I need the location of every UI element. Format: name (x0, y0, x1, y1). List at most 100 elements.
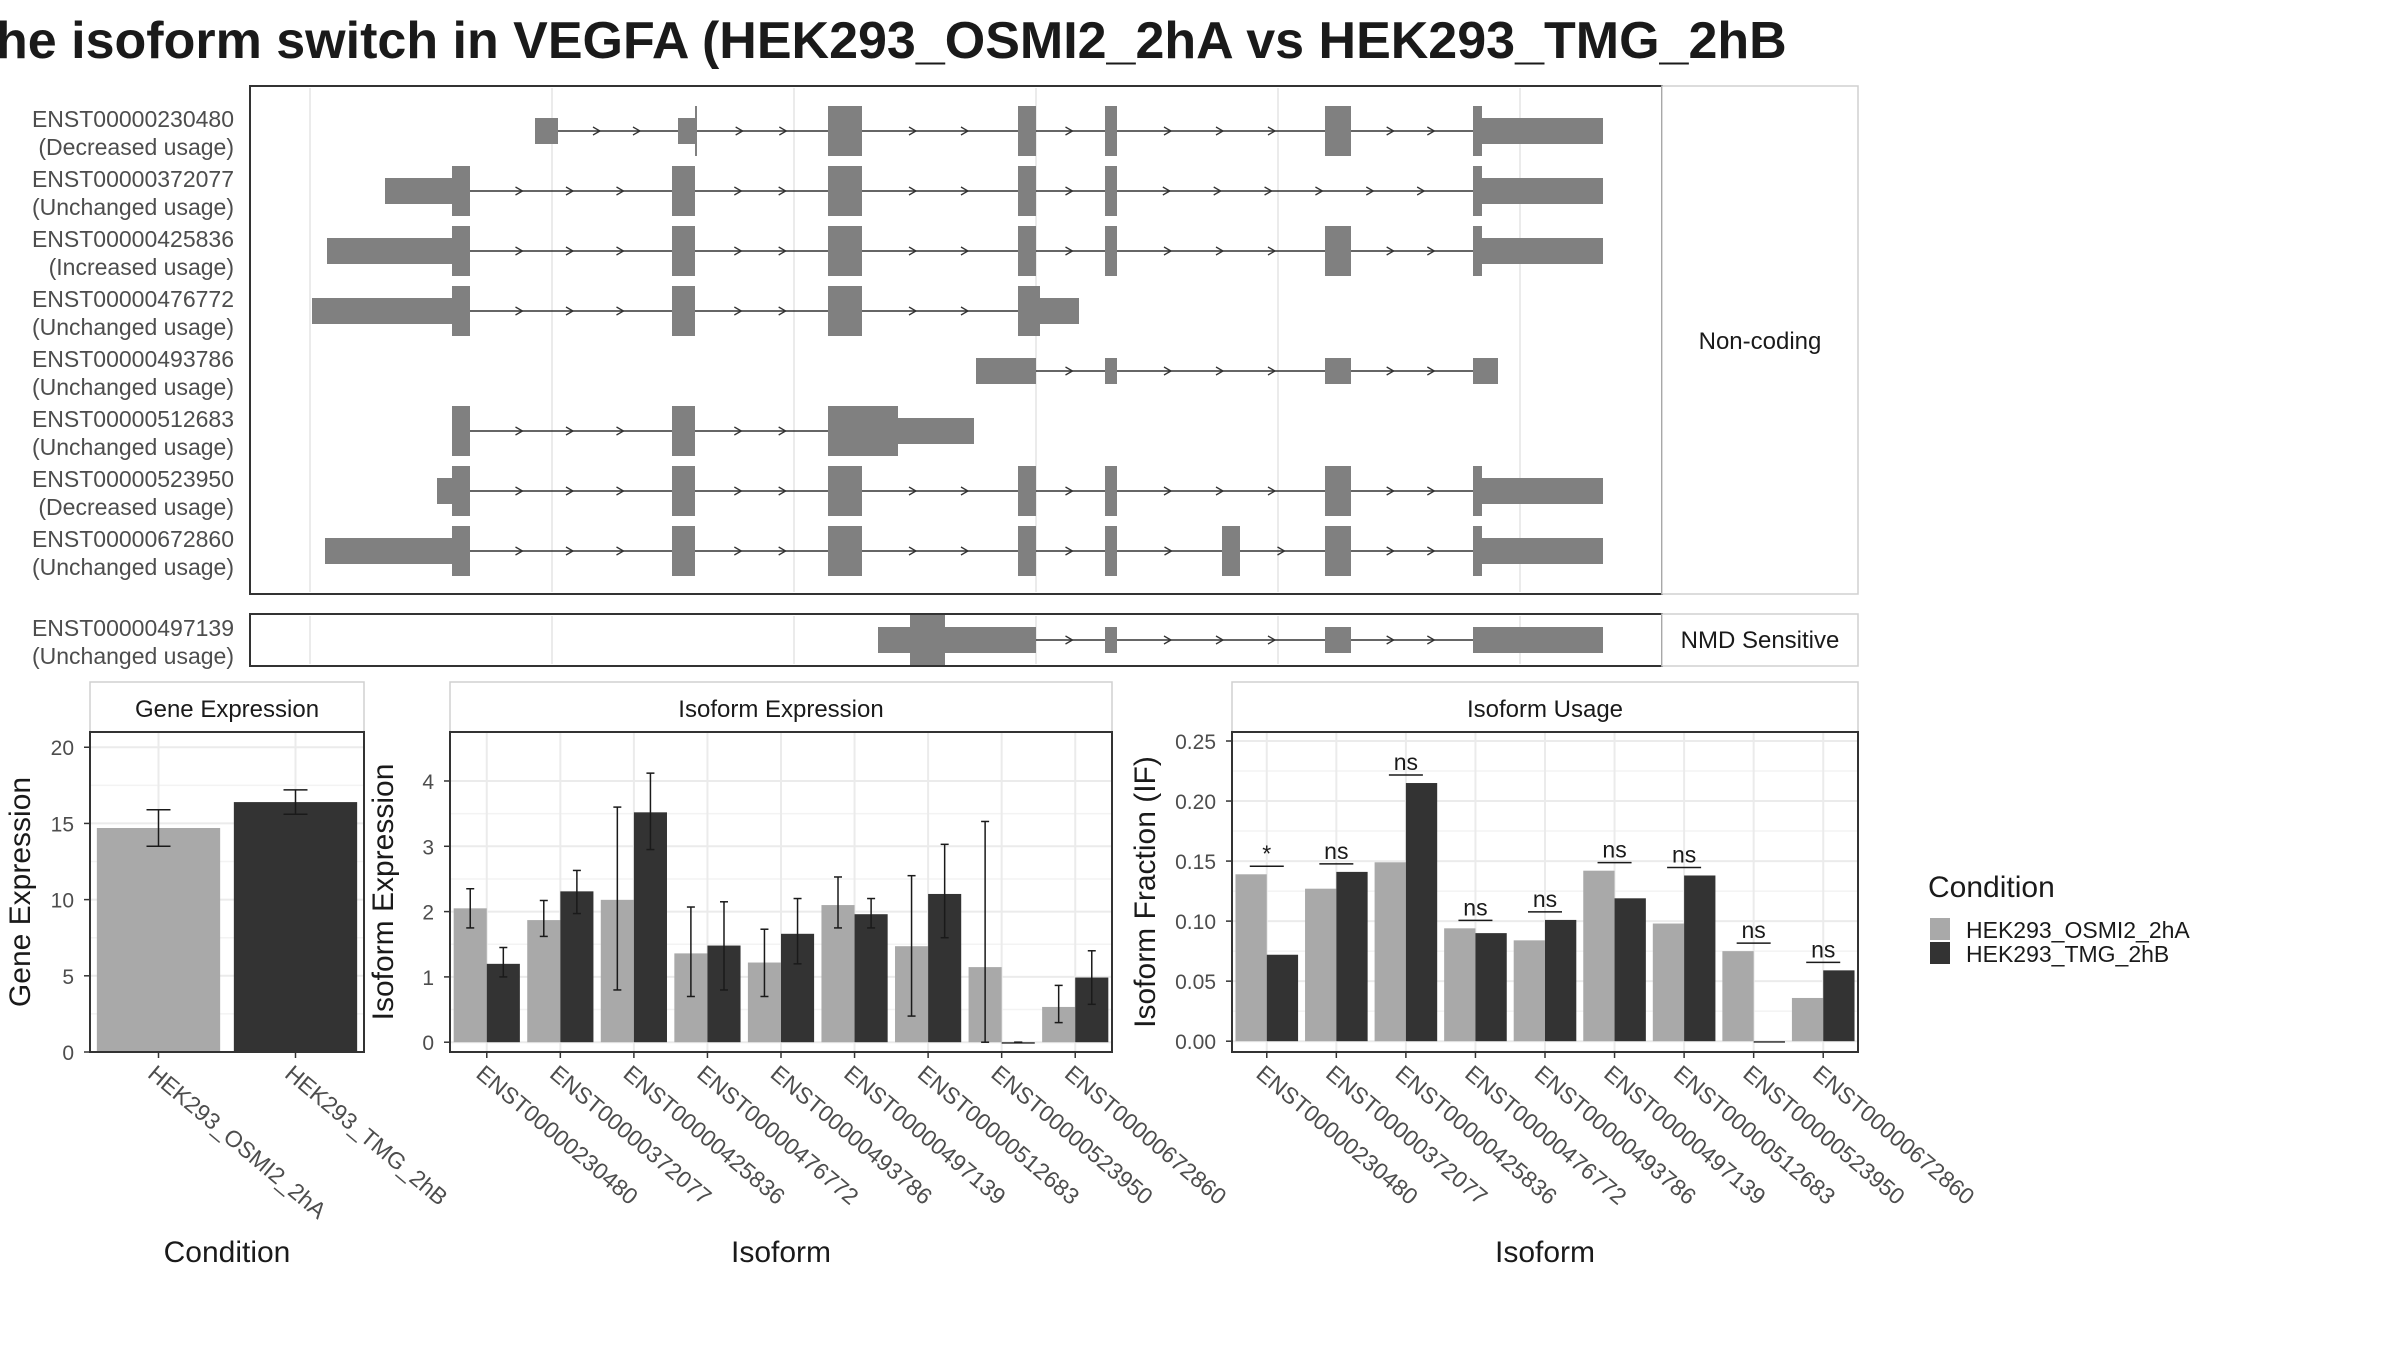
intron-arrow (1215, 486, 1225, 496)
intron-arrow (1163, 366, 1173, 376)
exon-block (1473, 106, 1482, 156)
exon-block (1105, 106, 1117, 156)
significance-label: ns (1672, 841, 1696, 867)
intron-arrow (1386, 246, 1395, 256)
intron-arrow (1163, 126, 1173, 136)
intron-arrow (1215, 246, 1225, 256)
y-tick-label: 10 (51, 890, 74, 913)
exon-block (1482, 478, 1603, 504)
intron-arrow (779, 126, 788, 136)
significance-label: ns (1602, 837, 1626, 863)
exon-block (1325, 466, 1351, 516)
intron-arrow (616, 246, 625, 256)
exon-block (828, 526, 862, 576)
bar (1374, 862, 1406, 1042)
transcript-labels: ENST00000230480(Decreased usage)ENST0000… (32, 106, 234, 669)
significance-label: ns (1533, 886, 1557, 912)
bar (1235, 874, 1267, 1042)
intron-arrow (515, 486, 524, 496)
gene-expression-y-title: Gene Expression (4, 777, 37, 1007)
exon-block (437, 478, 452, 504)
exon-block (452, 466, 470, 516)
intron-arrow (565, 246, 575, 256)
legend-label-osmi2: HEK293_OSMI2_2hA (1966, 917, 2190, 943)
intron-arrow (1065, 635, 1074, 645)
y-tick-label: 20 (51, 737, 74, 760)
exon-block (1105, 627, 1117, 653)
isoform-expression-y-title: Isoform Expression (367, 764, 400, 1021)
exon-block (945, 627, 1036, 653)
exon-block (828, 466, 862, 516)
facet-label-non-coding: Non-coding (1699, 328, 1822, 355)
exon-block (672, 466, 695, 516)
bar (527, 920, 561, 1043)
intron-arrow (960, 306, 970, 316)
exon-block (1018, 466, 1036, 516)
significance-label: ns (1463, 894, 1487, 920)
bar (1545, 919, 1577, 1042)
exon-block (1482, 118, 1603, 144)
bar (1266, 954, 1299, 1042)
exon-block (452, 286, 470, 336)
intron-arrow (778, 426, 787, 436)
structure-panel-frame (249, 85, 1663, 595)
intron-arrow (735, 126, 744, 136)
bar (1823, 970, 1855, 1042)
intron-arrow (616, 546, 625, 556)
bar (633, 812, 667, 1043)
structure-facet-strip (1661, 85, 1859, 595)
bar (854, 914, 888, 1043)
exon-block (1040, 298, 1079, 324)
transcript-id-label: ENST00000476772 (32, 286, 234, 312)
intron-arrow (778, 546, 787, 556)
intron-arrow (908, 486, 918, 496)
transcript-usage-label: (Unchanged usage) (32, 374, 234, 400)
y-tick-label: 15 (51, 813, 74, 836)
condition-legend: Condition HEK293_OSMI2_2hA HEK293_TMG_2h… (1928, 871, 2190, 967)
intron-arrow (1386, 546, 1395, 556)
bar (453, 908, 487, 1043)
y-tick-label: 0.20 (1175, 791, 1216, 814)
exon-block (1473, 166, 1482, 216)
y-tick-label: 0.10 (1175, 911, 1216, 934)
exon-block (1473, 358, 1498, 384)
significance-label: ns (1811, 936, 1835, 962)
gene-expression-strip-label: Gene Expression (135, 696, 319, 723)
exon-block (535, 118, 558, 144)
intron-arrow (960, 126, 970, 136)
gene-expression-frame (89, 731, 365, 1053)
transcript-usage-label: (Unchanged usage) (32, 314, 234, 340)
intron-arrow (1427, 126, 1436, 136)
intron-arrow (515, 306, 524, 316)
y-tick-label: 1 (422, 967, 434, 990)
intron-arrow (1386, 126, 1395, 136)
isoform-expression-panel: Isoform Expression 01234ENST00000230480E… (367, 681, 1232, 1269)
significance-label: ns (1742, 917, 1766, 943)
exon-block (452, 226, 470, 276)
significance-label: ns (1394, 749, 1418, 775)
exon-block (1325, 106, 1351, 156)
intron-arrow (565, 426, 575, 436)
exon-block (1325, 358, 1351, 384)
intron-arrow (1386, 366, 1395, 376)
bar (1652, 923, 1685, 1042)
transcript-usage-label: (Increased usage) (49, 254, 234, 280)
exon-block (1105, 358, 1117, 384)
transcript-id-label: ENST00000523950 (32, 466, 234, 492)
intron-arrow (960, 546, 970, 556)
transcript-id-label: ENST00000230480 (32, 106, 234, 132)
legend-title: Condition (1928, 871, 2055, 904)
exon-block (1325, 526, 1351, 576)
intron-arrow (1427, 546, 1436, 556)
bar (233, 802, 358, 1052)
bar (1791, 997, 1824, 1042)
intron-arrow (1163, 635, 1173, 645)
y-tick-label: 0.05 (1175, 971, 1216, 994)
intron-arrow (1427, 486, 1436, 496)
y-tick-label: 0 (62, 1042, 74, 1065)
intron-arrow (1065, 366, 1074, 376)
transcript-usage-label: (Unchanged usage) (32, 434, 234, 460)
intron-arrow (960, 246, 970, 256)
bar (1513, 940, 1545, 1042)
intron-arrow (1215, 366, 1225, 376)
